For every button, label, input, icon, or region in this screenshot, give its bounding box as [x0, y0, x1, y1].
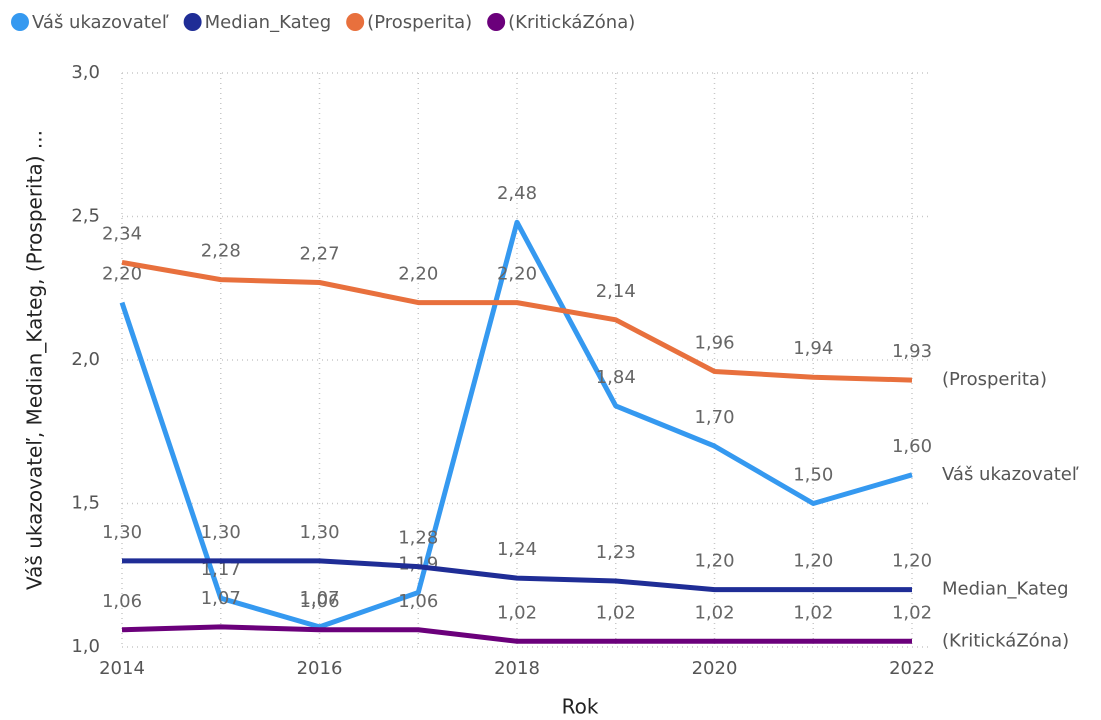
legend-marker	[487, 13, 506, 31]
data-label: 1,93	[892, 341, 932, 362]
series-end-label: (Prosperita)	[942, 369, 1047, 390]
y-tick-label: 1,0	[71, 636, 100, 657]
x-tick-label: 2020	[692, 658, 738, 679]
y-tick-label: 2,5	[71, 206, 100, 227]
y-tick-label: 1,5	[71, 493, 100, 514]
data-label: 2,34	[102, 223, 142, 244]
data-label: 1,02	[694, 602, 734, 623]
series-line	[121, 624, 912, 644]
data-label: 1,70	[694, 407, 734, 428]
x-tick-label: 2022	[889, 658, 935, 679]
y-tick-label: 3,0	[71, 62, 100, 83]
data-label: 1,02	[596, 602, 636, 623]
series-line	[122, 558, 912, 593]
data-label: 1,20	[892, 551, 932, 572]
data-label: 1,50	[793, 465, 833, 486]
data-label: 1,96	[694, 332, 734, 353]
data-label: 2,20	[398, 264, 438, 285]
data-label: 1,06	[299, 591, 339, 612]
series-end-label: (KritickáZóna)	[942, 630, 1069, 651]
data-label: 1,06	[102, 591, 142, 612]
data-label: 1,60	[892, 436, 932, 457]
series-end-label: Váš ukazovateľ	[942, 464, 1079, 485]
data-label: 1,02	[497, 602, 537, 623]
data-label: 1,23	[596, 542, 636, 563]
data-label: 1,30	[299, 522, 339, 543]
data-label: 1,28	[398, 528, 438, 549]
data-label: 1,84	[596, 367, 636, 388]
data-label: 2,27	[299, 244, 339, 265]
legend-marker	[346, 13, 365, 31]
data-label: 1,30	[102, 522, 142, 543]
x-tick-label: 2018	[494, 658, 540, 679]
data-label: 1,20	[694, 551, 734, 572]
data-label: 1,17	[201, 559, 241, 580]
legend-marker	[11, 13, 29, 31]
data-label: 1,07	[201, 588, 241, 609]
data-label: 2,20	[497, 264, 537, 285]
series-end-label: Median_Kateg	[942, 579, 1069, 600]
data-label: 1,07	[299, 588, 339, 609]
data-label: 2,14	[596, 281, 636, 302]
data-label: 1,30	[201, 522, 241, 543]
data-label: 1,20	[793, 551, 833, 572]
y-axis-title: Váš ukazovateľ, Median_Kateg, (Prosperit…	[23, 130, 47, 590]
x-tick-label: 2014	[99, 658, 145, 679]
x-tick-label: 2016	[297, 658, 343, 679]
data-label: 1,24	[497, 539, 537, 560]
data-label: 2,20	[102, 264, 142, 285]
data-label: 1,06	[398, 591, 438, 612]
y-tick-label: 2,0	[71, 349, 100, 370]
data-label: 1,02	[892, 602, 932, 623]
series-line	[121, 259, 913, 383]
legend-label: Median_Kateg	[205, 12, 332, 33]
legend-label: Váš ukazovateľ	[32, 12, 169, 33]
data-label: 2,48	[497, 183, 537, 204]
data-label: 1,94	[793, 338, 833, 359]
legend-label: (KritickáZóna)	[508, 12, 635, 33]
legend-label: (Prosperita)	[367, 12, 472, 33]
series-line	[119, 219, 913, 630]
data-label: 2,28	[201, 241, 241, 262]
legend-marker	[183, 13, 202, 31]
x-axis-title: Rok	[562, 695, 599, 719]
data-label: 1,02	[793, 602, 833, 623]
